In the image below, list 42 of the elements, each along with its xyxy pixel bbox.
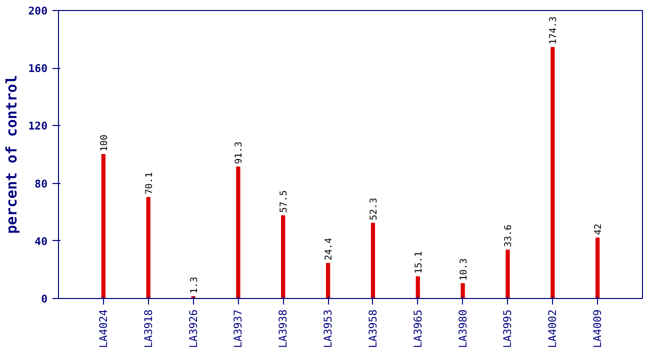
bar bbox=[101, 154, 106, 298]
bar bbox=[370, 222, 376, 298]
y-axis-title: percent of control bbox=[3, 75, 20, 234]
bar bbox=[550, 47, 555, 298]
x-tick-label: LA3965 bbox=[411, 309, 424, 348]
data-label: 42 bbox=[593, 224, 604, 236]
bar bbox=[596, 238, 600, 298]
data-label: 52.3 bbox=[368, 198, 380, 220]
x-tick-label: LA3980 bbox=[456, 309, 470, 348]
data-label: 1.3 bbox=[188, 276, 200, 294]
y-tick-label: 40 bbox=[34, 234, 48, 248]
x-tick-label: LA3995 bbox=[501, 309, 514, 348]
x-tick-label: LA3918 bbox=[142, 309, 155, 348]
bar bbox=[506, 250, 510, 298]
y-tick-label: 0 bbox=[41, 292, 48, 306]
data-label: 100 bbox=[98, 134, 110, 152]
x-tick-label: LA3937 bbox=[232, 309, 245, 348]
bar bbox=[416, 276, 420, 298]
bar bbox=[460, 283, 465, 298]
x-tick-label: LA3958 bbox=[366, 309, 380, 348]
x-tick-label: LA4024 bbox=[96, 309, 110, 348]
bar bbox=[326, 262, 330, 298]
x-tick-label: LA3926 bbox=[186, 309, 200, 348]
data-label: 10.3 bbox=[458, 258, 470, 281]
data-label: 24.4 bbox=[324, 238, 335, 260]
y-tick-label: 160 bbox=[28, 62, 48, 76]
data-label: 70.1 bbox=[144, 172, 155, 195]
bar bbox=[236, 166, 240, 298]
data-label: 91.3 bbox=[234, 142, 245, 164]
data-label: 57.5 bbox=[278, 190, 290, 213]
bar bbox=[146, 197, 150, 298]
x-tick-label: LA4009 bbox=[591, 309, 604, 348]
x-tick-label: LA4002 bbox=[546, 309, 560, 348]
data-label: 15.1 bbox=[413, 251, 424, 274]
x-tick-label: LA3953 bbox=[322, 309, 335, 348]
y-tick-label: 80 bbox=[34, 177, 48, 190]
data-label: 33.6 bbox=[503, 224, 514, 248]
x-tick-label: LA3938 bbox=[276, 309, 290, 348]
bar bbox=[281, 215, 286, 298]
data-label: 174.3 bbox=[548, 16, 560, 45]
y-tick-label: 200 bbox=[28, 4, 48, 18]
y-tick-label: 120 bbox=[28, 120, 48, 133]
